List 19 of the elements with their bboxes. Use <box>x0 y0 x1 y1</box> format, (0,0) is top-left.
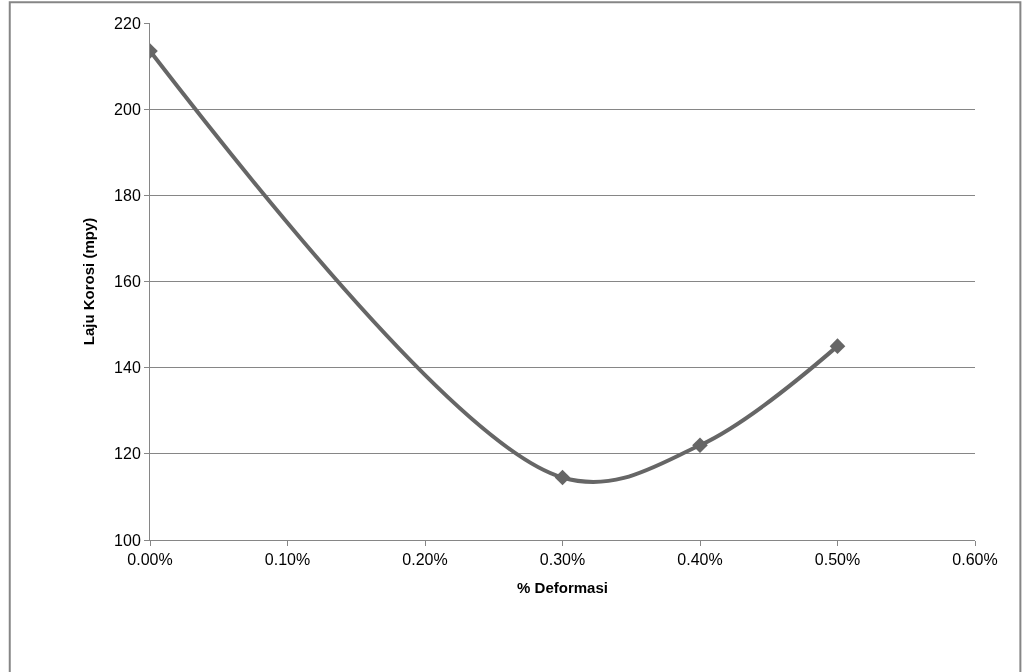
x-tick-label: 0.40% <box>677 551 723 569</box>
y-tick-label: 100 <box>114 531 141 549</box>
x-tick-label: 0.20% <box>402 551 448 569</box>
x-tick-label: 0.30% <box>539 551 586 569</box>
x-tick-label: 0.00% <box>127 551 173 569</box>
y-tick-label: 140 <box>114 359 141 377</box>
x-tick-label: 0.50% <box>814 551 861 569</box>
point <box>554 469 571 486</box>
x-tick-label: 0.10% <box>264 551 311 569</box>
y-tick-label: 120 <box>114 445 141 463</box>
y-tick-label: 200 <box>114 100 141 118</box>
x-tick-label: 0.60% <box>952 551 998 569</box>
y-tick-label: 160 <box>114 273 141 291</box>
point <box>692 437 708 454</box>
y-tick-label: 180 <box>114 186 141 204</box>
y-axis-title: Laju Korosi (mpy) <box>80 217 98 346</box>
x-axis-title: % Deformasi <box>517 579 608 597</box>
point <box>829 338 846 354</box>
y-tick-label: 220 <box>114 14 141 32</box>
